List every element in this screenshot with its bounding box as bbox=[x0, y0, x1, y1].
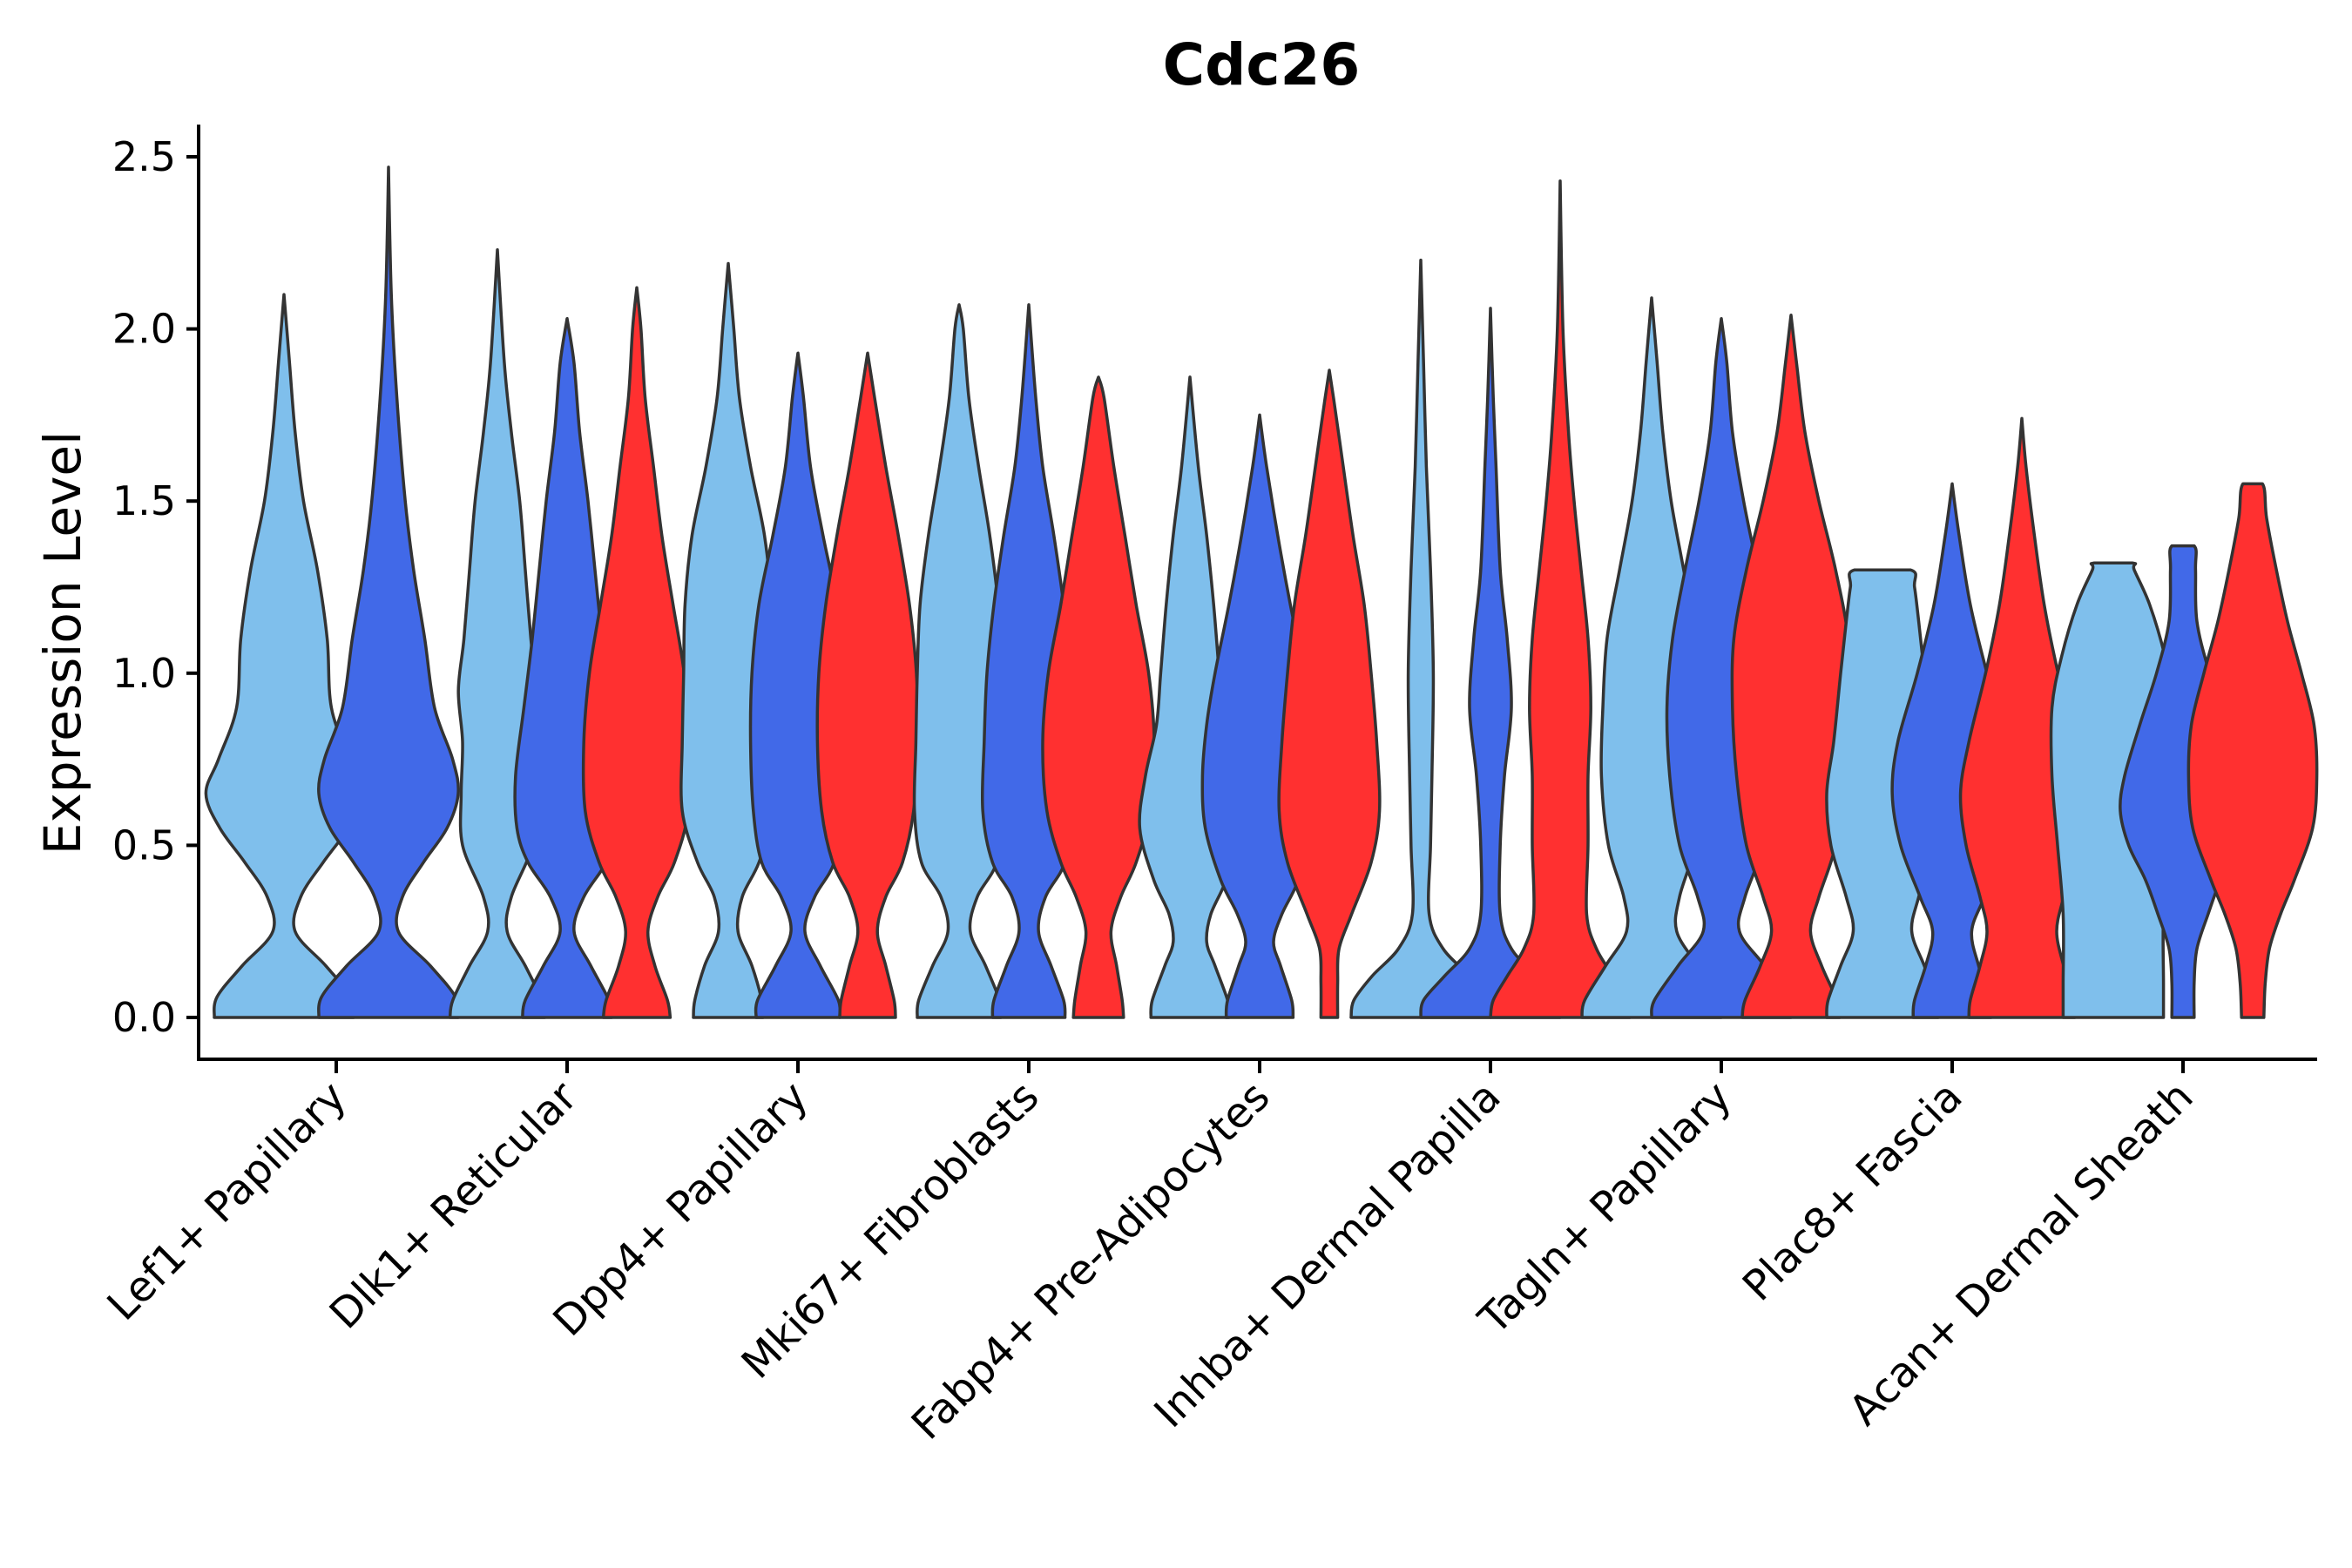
x-category-label-plac8-fascia: Plac8+ Fascia bbox=[1734, 1072, 1972, 1311]
violin-fabp4-pre-adipocytes-red bbox=[1277, 368, 1382, 1019]
y-axis: 0.0 0.5 1.0 1.5 2.0 2.5 bbox=[112, 125, 200, 1059]
violin-tagln-papillary-red bbox=[1730, 314, 1852, 1019]
violin-inhba-dermal-papilla-blue bbox=[1419, 307, 1562, 1019]
y-axis-label: Expression Level bbox=[33, 431, 92, 855]
violin-dlk1-reticular-red bbox=[581, 286, 693, 1019]
violin-lef1-papillary-light bbox=[204, 293, 364, 1019]
y-tick-label: 1.5 bbox=[112, 477, 176, 524]
y-tick-label: 0.5 bbox=[112, 821, 176, 868]
violin-lef1-papillary-blue bbox=[317, 166, 460, 1019]
x-category-label-dlk1-reticular: Dlk1+ Reticular bbox=[321, 1072, 587, 1339]
violin-dpp4-papillary-red bbox=[815, 351, 920, 1019]
y-tick-label: 2.5 bbox=[112, 133, 176, 180]
violin-inhba-dermal-papilla-red bbox=[1489, 179, 1632, 1019]
violin-inhba-dermal-papilla-light bbox=[1349, 258, 1492, 1019]
violin-mki67-fibroblasts-red bbox=[1041, 375, 1156, 1019]
violin-plac8-fascia-light bbox=[1825, 568, 1940, 1019]
violin-acan-dermal-sheath-red bbox=[2186, 482, 2319, 1019]
violin-dlk1-reticular-light bbox=[448, 247, 547, 1019]
y-tick-label: 2.0 bbox=[112, 306, 176, 353]
violin-dpp4-papillary-light bbox=[679, 261, 777, 1019]
y-tick-label: 0.0 bbox=[112, 994, 176, 1041]
violin-group bbox=[204, 166, 2319, 1019]
x-category-label-tagln-papillary: Tagln+ Papillary bbox=[1469, 1072, 1740, 1344]
chart-title: Cdc26 bbox=[1163, 31, 1361, 98]
y-tick-label: 1.0 bbox=[112, 650, 176, 697]
violin-dpp4-papillary-blue bbox=[748, 351, 848, 1019]
x-category-label-dpp4-papillary: Dpp4+ Papillary bbox=[544, 1072, 817, 1346]
x-category-label-lef1-papillary: Lef1+ Papillary bbox=[98, 1072, 356, 1330]
